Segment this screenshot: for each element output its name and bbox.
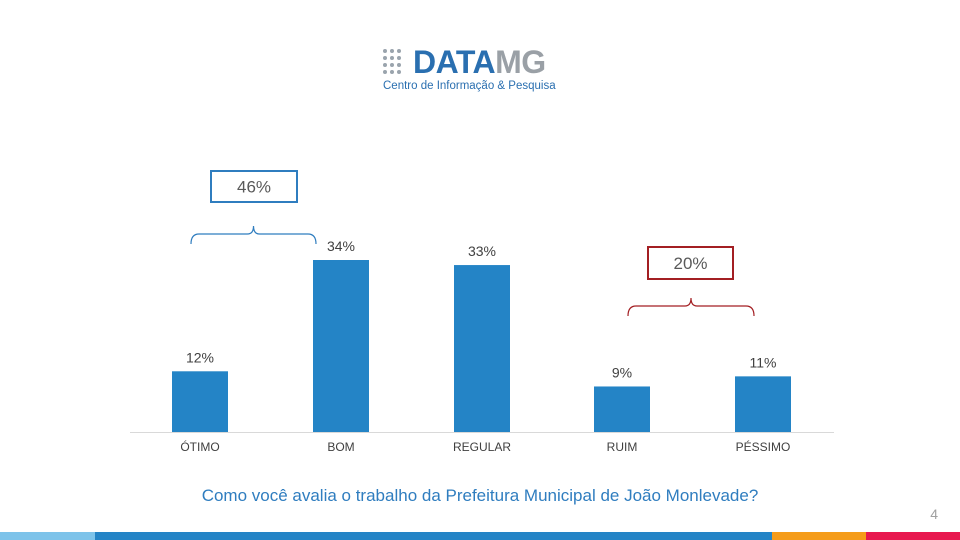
x-tick-label-3: RUIM <box>607 440 638 454</box>
bar-3 <box>594 386 650 432</box>
logo-wordmark: DATAMG <box>413 44 546 80</box>
footer-segment-pink <box>866 532 960 540</box>
bar-4 <box>735 376 791 432</box>
datamg-logo: DATAMG Centro de Informação & Pesquisa <box>383 44 583 96</box>
annotation-label-1: 20% <box>673 254 707 273</box>
data-label-0: 12% <box>186 349 214 365</box>
survey-question: Como você avalia o trabalho da Prefeitur… <box>201 486 759 505</box>
logo-word-mg: MG <box>495 44 546 80</box>
annotation-box-1 <box>647 246 734 280</box>
data-label-3: 9% <box>612 364 632 380</box>
annotation-label-0: 46% <box>237 178 271 197</box>
logo-word-data: DATA <box>413 44 496 80</box>
bar-0 <box>172 371 228 432</box>
page-number: 4 <box>930 506 938 522</box>
annotation-box-0 <box>210 170 298 203</box>
footer-segment-light-blue <box>0 532 95 540</box>
footer-color-bar <box>0 532 960 540</box>
footer-segment-orange <box>772 532 866 540</box>
x-tick-label-0: ÓTIMO <box>180 439 219 454</box>
data-label-4: 11% <box>750 354 777 370</box>
bar-2 <box>454 265 510 432</box>
x-tick-label-1: BOM <box>327 440 354 454</box>
logo-subtitle: Centro de Informação & Pesquisa <box>383 80 556 92</box>
annotation-bracket-0 <box>190 225 317 245</box>
data-label-1: 34% <box>327 238 355 254</box>
data-label-2: 33% <box>468 243 496 259</box>
annotation-bracket-1 <box>627 297 755 317</box>
bar-1 <box>313 260 369 432</box>
footer-segment-blue <box>95 532 772 540</box>
logo-dots-icon <box>383 49 409 75</box>
x-tick-label-4: PÉSSIMO <box>736 439 791 454</box>
x-tick-label-2: REGULAR <box>453 440 511 454</box>
